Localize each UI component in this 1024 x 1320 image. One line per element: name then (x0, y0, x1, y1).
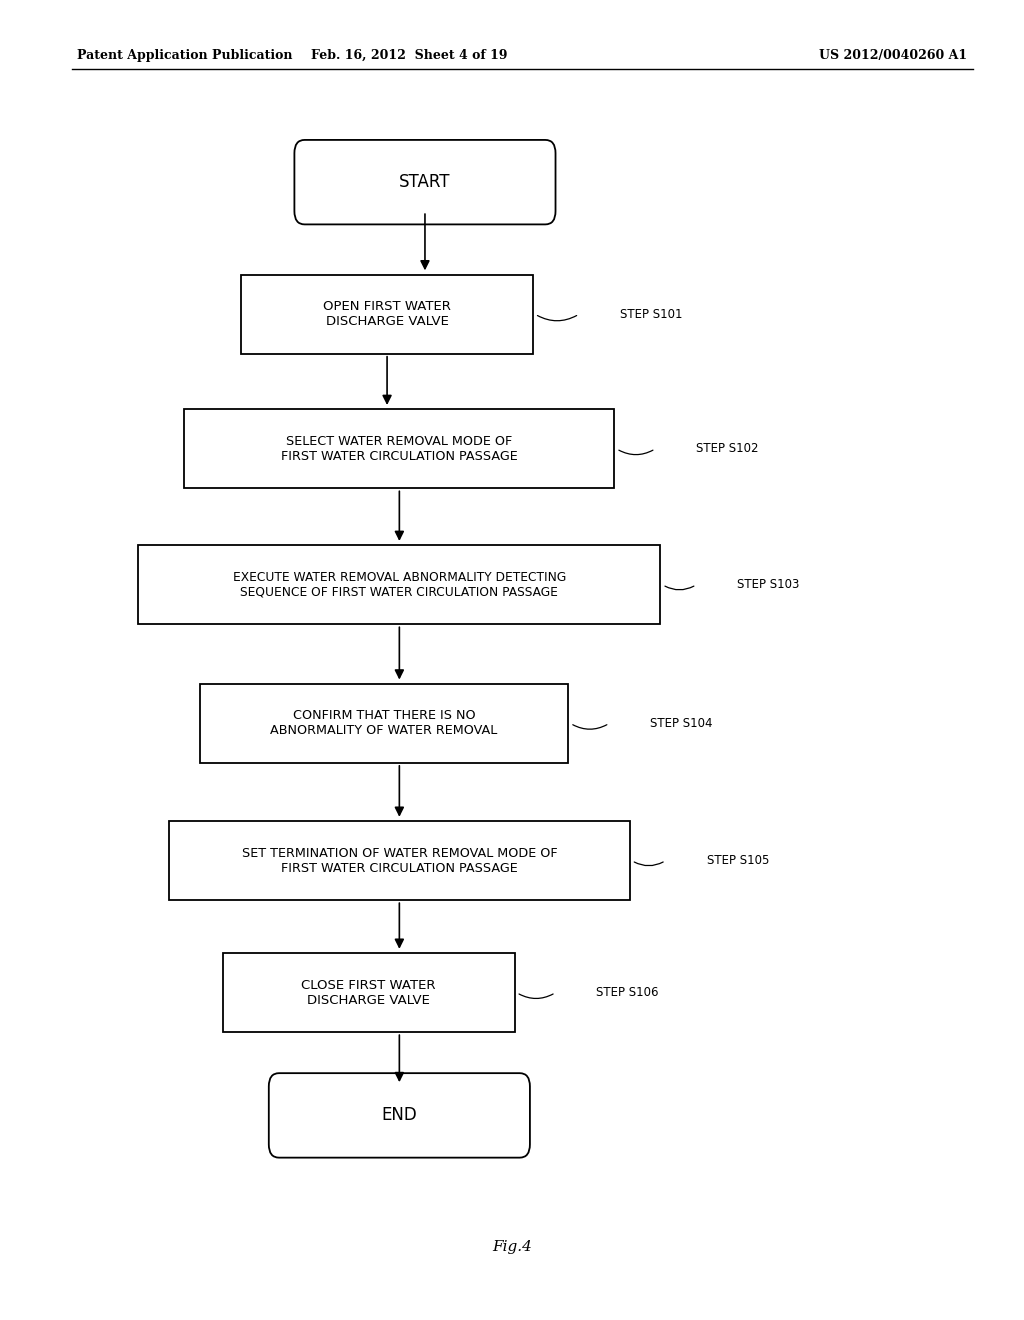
Text: END: END (382, 1106, 417, 1125)
Text: CONFIRM THAT THERE IS NO
ABNORMALITY OF WATER REMOVAL: CONFIRM THAT THERE IS NO ABNORMALITY OF … (270, 709, 498, 738)
Text: Patent Application Publication: Patent Application Publication (77, 49, 292, 62)
Text: SELECT WATER REMOVAL MODE OF
FIRST WATER CIRCULATION PASSAGE: SELECT WATER REMOVAL MODE OF FIRST WATER… (281, 434, 518, 463)
Text: CLOSE FIRST WATER
DISCHARGE VALVE: CLOSE FIRST WATER DISCHARGE VALVE (301, 978, 436, 1007)
FancyBboxPatch shape (200, 684, 568, 763)
FancyBboxPatch shape (169, 821, 630, 900)
FancyBboxPatch shape (184, 409, 614, 488)
FancyBboxPatch shape (295, 140, 555, 224)
Text: STEP S105: STEP S105 (707, 854, 769, 867)
Text: EXECUTE WATER REMOVAL ABNORMALITY DETECTING
SEQUENCE OF FIRST WATER CIRCULATION : EXECUTE WATER REMOVAL ABNORMALITY DETECT… (232, 570, 566, 599)
Text: Fig.4: Fig.4 (493, 1241, 531, 1254)
Text: START: START (399, 173, 451, 191)
Text: STEP S103: STEP S103 (737, 578, 800, 591)
FancyBboxPatch shape (138, 545, 660, 624)
Text: US 2012/0040260 A1: US 2012/0040260 A1 (819, 49, 968, 62)
Text: OPEN FIRST WATER
DISCHARGE VALVE: OPEN FIRST WATER DISCHARGE VALVE (324, 300, 451, 329)
Text: STEP S102: STEP S102 (696, 442, 759, 455)
Text: STEP S106: STEP S106 (596, 986, 659, 999)
Text: SET TERMINATION OF WATER REMOVAL MODE OF
FIRST WATER CIRCULATION PASSAGE: SET TERMINATION OF WATER REMOVAL MODE OF… (242, 846, 557, 875)
FancyBboxPatch shape (223, 953, 514, 1032)
FancyBboxPatch shape (268, 1073, 530, 1158)
FancyBboxPatch shape (242, 275, 532, 354)
Text: STEP S104: STEP S104 (650, 717, 713, 730)
Text: STEP S101: STEP S101 (620, 308, 683, 321)
Text: Feb. 16, 2012  Sheet 4 of 19: Feb. 16, 2012 Sheet 4 of 19 (311, 49, 508, 62)
